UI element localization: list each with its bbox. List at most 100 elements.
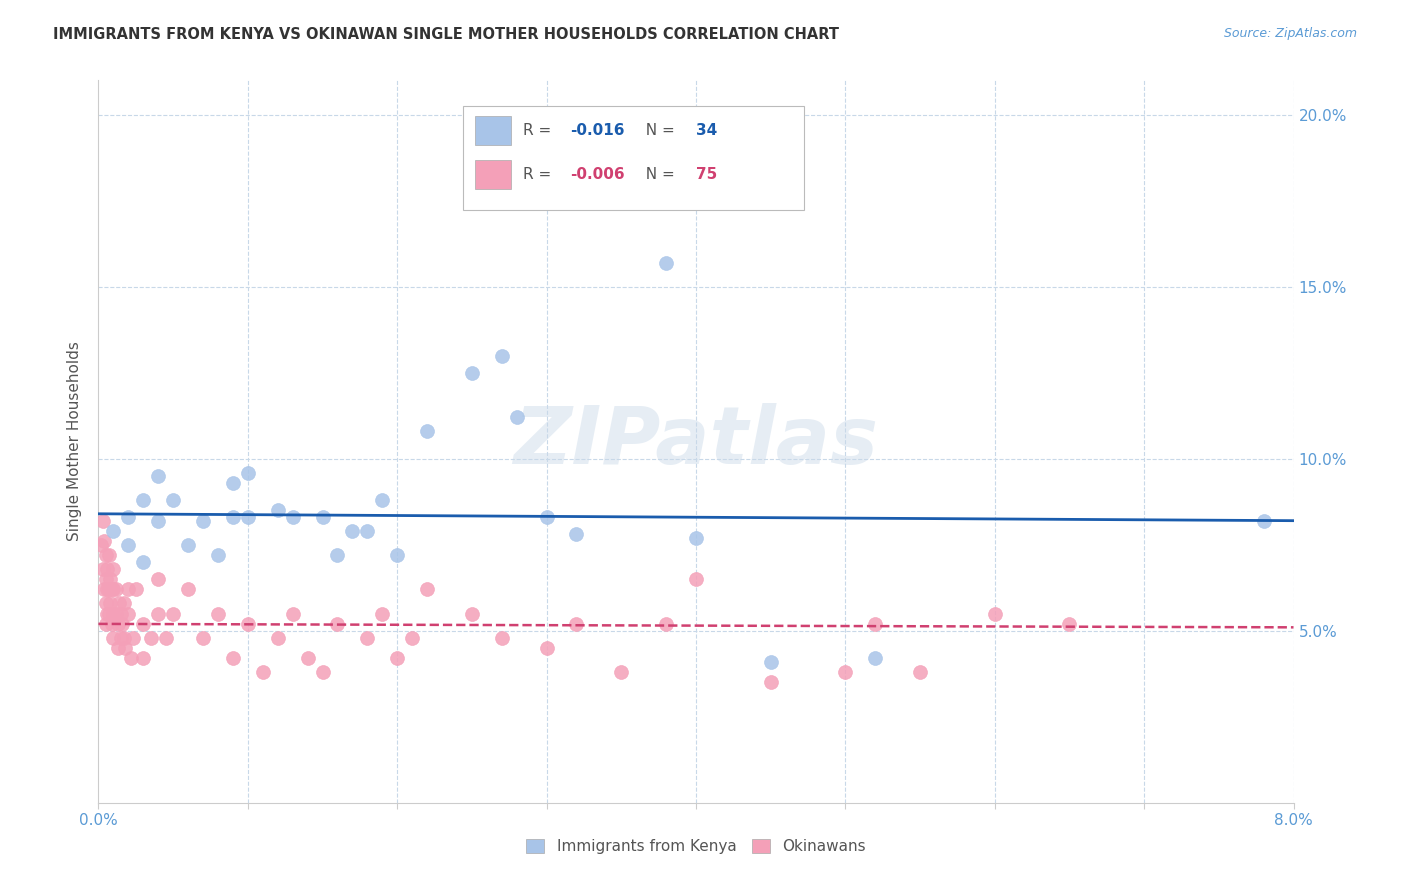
Point — [207, 548, 229, 562]
Point — [132, 651, 155, 665]
Point — [491, 631, 513, 645]
Point — [1253, 514, 1275, 528]
Point — [103, 607, 125, 621]
Point — [461, 607, 484, 621]
Point — [536, 640, 558, 655]
Point — [565, 616, 588, 631]
Point — [759, 655, 782, 669]
Point — [97, 582, 120, 597]
Text: Source: ZipAtlas.com: Source: ZipAtlas.com — [1223, 27, 1357, 40]
Point — [908, 665, 931, 679]
Point — [103, 562, 125, 576]
Text: R =: R = — [523, 167, 555, 182]
Point — [281, 607, 304, 621]
Point — [236, 466, 259, 480]
Point — [94, 596, 117, 610]
Point — [207, 607, 229, 621]
Point — [177, 582, 200, 597]
Point — [139, 631, 162, 645]
Point — [281, 510, 304, 524]
Point — [162, 607, 184, 621]
Point — [94, 548, 117, 562]
Point — [222, 475, 245, 490]
Point — [565, 527, 588, 541]
Point — [356, 631, 378, 645]
Point — [94, 572, 117, 586]
Point — [984, 607, 1007, 621]
Point — [148, 607, 170, 621]
Bar — [475, 117, 510, 145]
Text: 75: 75 — [696, 167, 717, 182]
Point — [97, 548, 120, 562]
Point — [105, 607, 128, 621]
Point — [655, 255, 678, 269]
Point — [98, 572, 122, 586]
Point — [326, 548, 349, 562]
Point — [685, 572, 707, 586]
Point — [155, 631, 177, 645]
Point — [191, 514, 214, 528]
Point — [371, 493, 394, 508]
Point — [610, 665, 633, 679]
Point — [311, 665, 333, 679]
Point — [93, 534, 115, 549]
Text: N =: N = — [636, 123, 681, 138]
Point — [1059, 616, 1081, 631]
Point — [107, 616, 129, 631]
Point — [117, 582, 139, 597]
Point — [236, 616, 259, 631]
Point — [685, 531, 707, 545]
Point — [177, 538, 200, 552]
Point — [461, 366, 484, 380]
FancyBboxPatch shape — [463, 105, 804, 211]
Point — [536, 510, 558, 524]
Y-axis label: Single Mother Households: Single Mother Households — [67, 342, 83, 541]
Point — [132, 493, 155, 508]
Point — [759, 675, 782, 690]
Point — [96, 562, 118, 576]
Point — [98, 596, 122, 610]
Point — [148, 572, 170, 586]
Point — [267, 503, 290, 517]
Point — [148, 514, 170, 528]
Point — [111, 616, 134, 631]
Point — [222, 651, 245, 665]
Point — [103, 582, 125, 597]
Point — [121, 631, 143, 645]
Point — [385, 651, 409, 665]
Point — [148, 469, 170, 483]
Point — [105, 582, 128, 597]
Point — [107, 640, 129, 655]
Point — [252, 665, 274, 679]
Point — [90, 538, 112, 552]
Point — [865, 651, 887, 665]
Legend: Immigrants from Kenya, Okinawans: Immigrants from Kenya, Okinawans — [520, 833, 872, 860]
Point — [110, 631, 132, 645]
Point — [101, 582, 124, 597]
Text: -0.016: -0.016 — [571, 123, 626, 138]
Point — [120, 651, 142, 665]
Point — [93, 582, 115, 597]
Point — [108, 596, 131, 610]
Point — [91, 562, 114, 576]
Point — [236, 510, 259, 524]
Point — [311, 510, 333, 524]
Point — [101, 616, 124, 631]
Point — [103, 524, 125, 538]
Point — [96, 607, 118, 621]
Point — [356, 524, 378, 538]
Text: N =: N = — [636, 167, 681, 182]
Point — [191, 631, 214, 645]
Text: IMMIGRANTS FROM KENYA VS OKINAWAN SINGLE MOTHER HOUSEHOLDS CORRELATION CHART: IMMIGRANTS FROM KENYA VS OKINAWAN SINGLE… — [53, 27, 839, 42]
Text: R =: R = — [523, 123, 555, 138]
Point — [110, 607, 132, 621]
Point — [385, 548, 409, 562]
Point — [96, 582, 118, 597]
Point — [117, 538, 139, 552]
Point — [506, 410, 529, 425]
Point — [222, 510, 245, 524]
Point — [416, 424, 439, 438]
Bar — [475, 160, 510, 189]
Point — [91, 514, 114, 528]
Point — [103, 631, 125, 645]
